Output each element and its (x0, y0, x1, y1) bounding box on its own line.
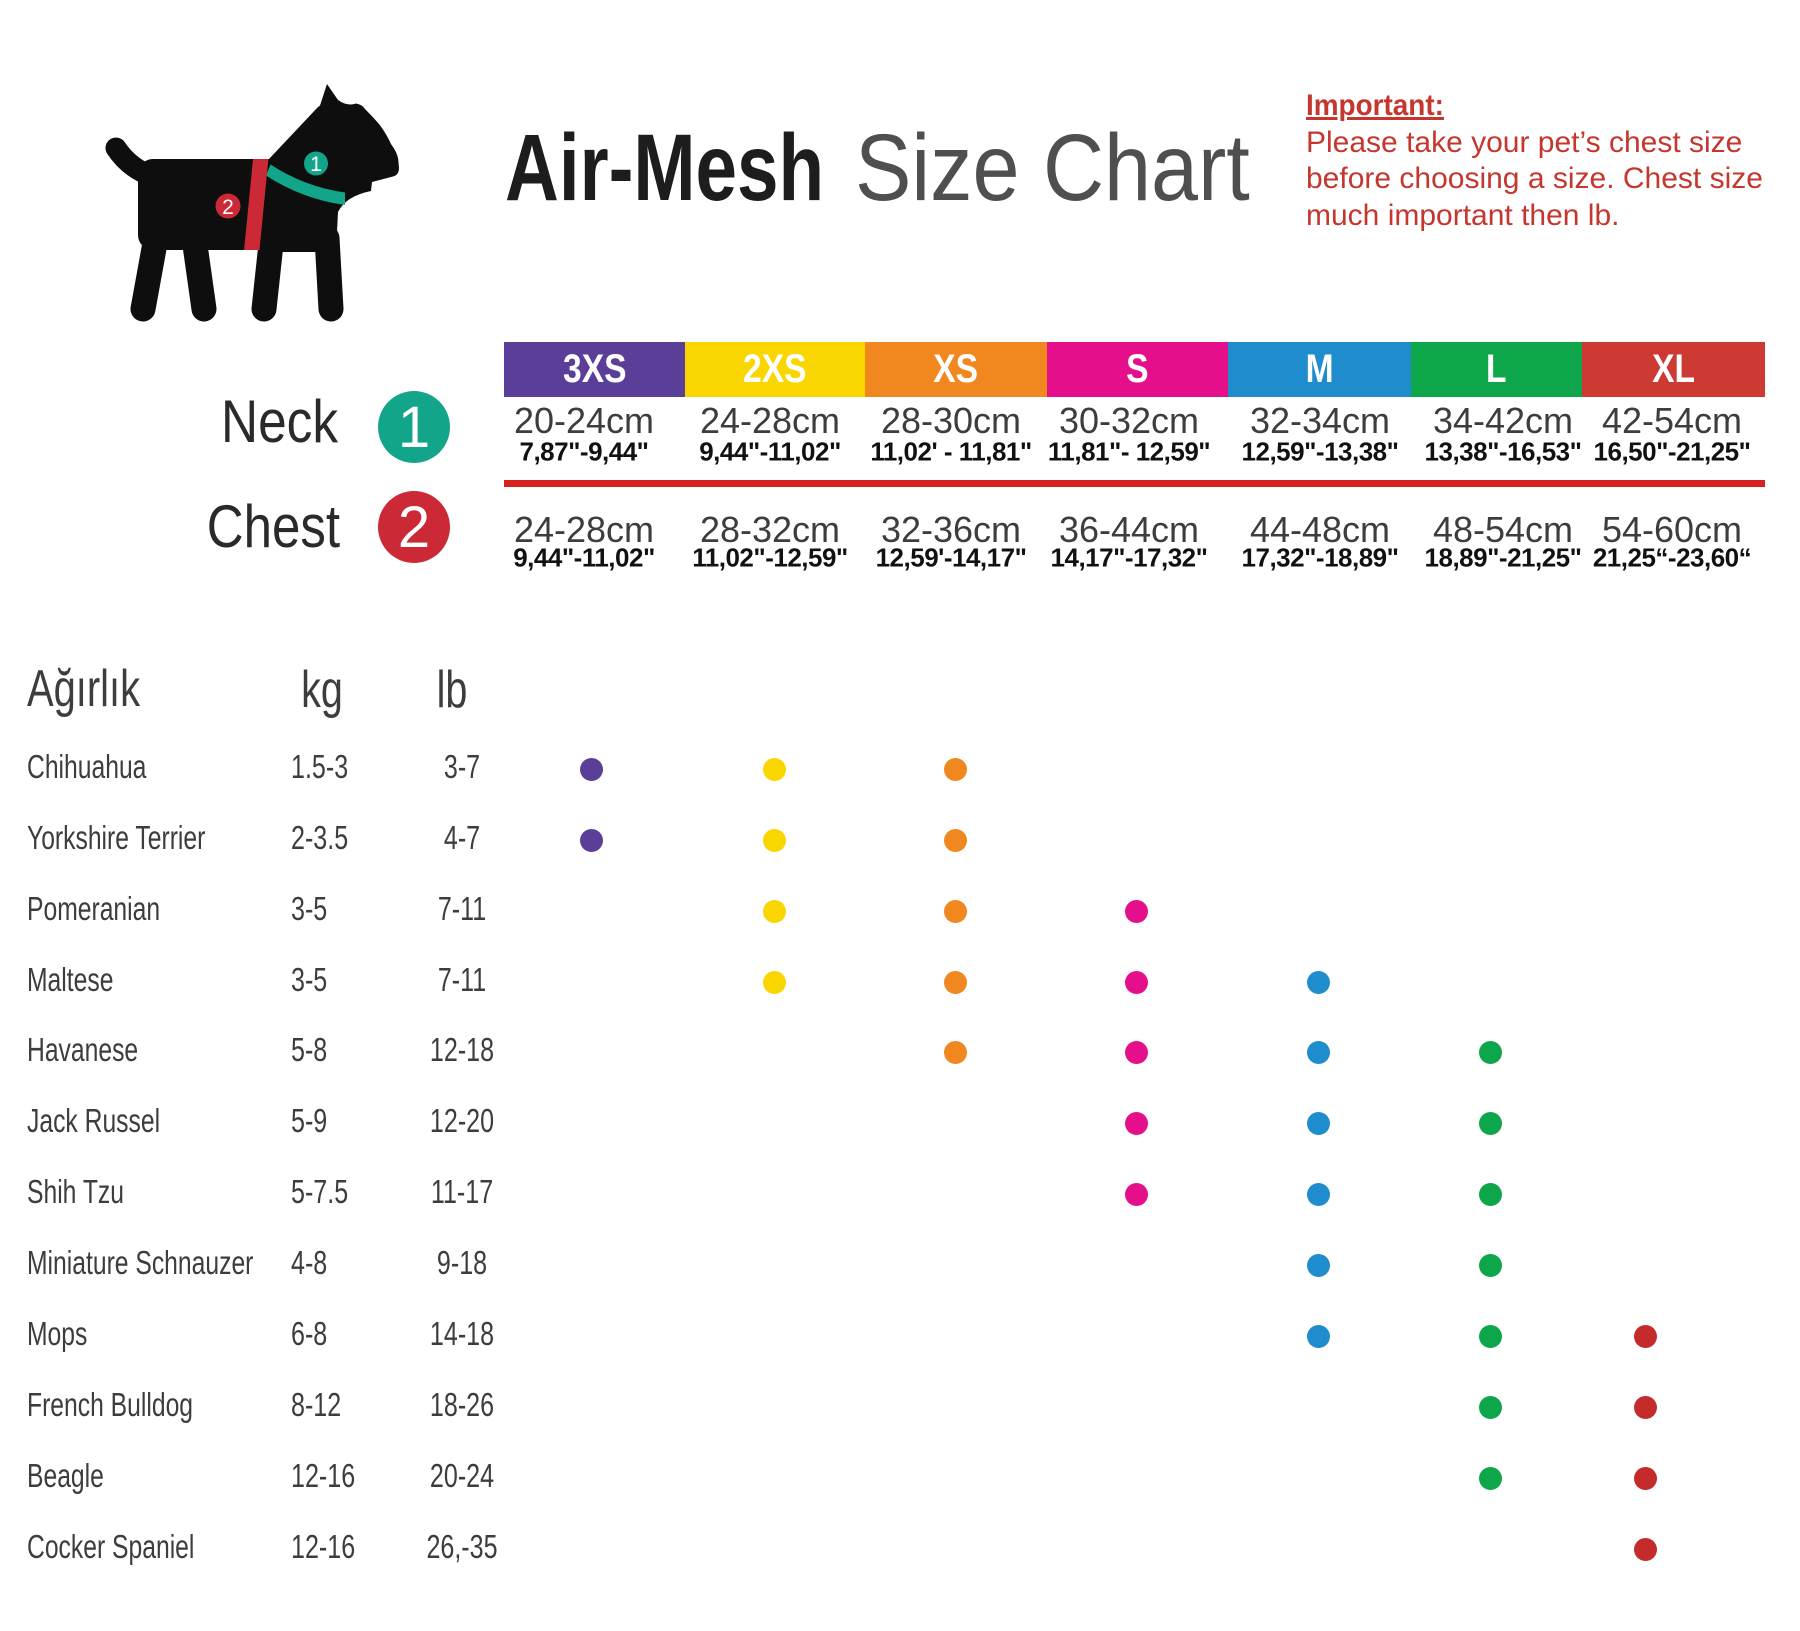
svg-text:2: 2 (222, 196, 234, 219)
svg-text:1: 1 (310, 153, 322, 176)
